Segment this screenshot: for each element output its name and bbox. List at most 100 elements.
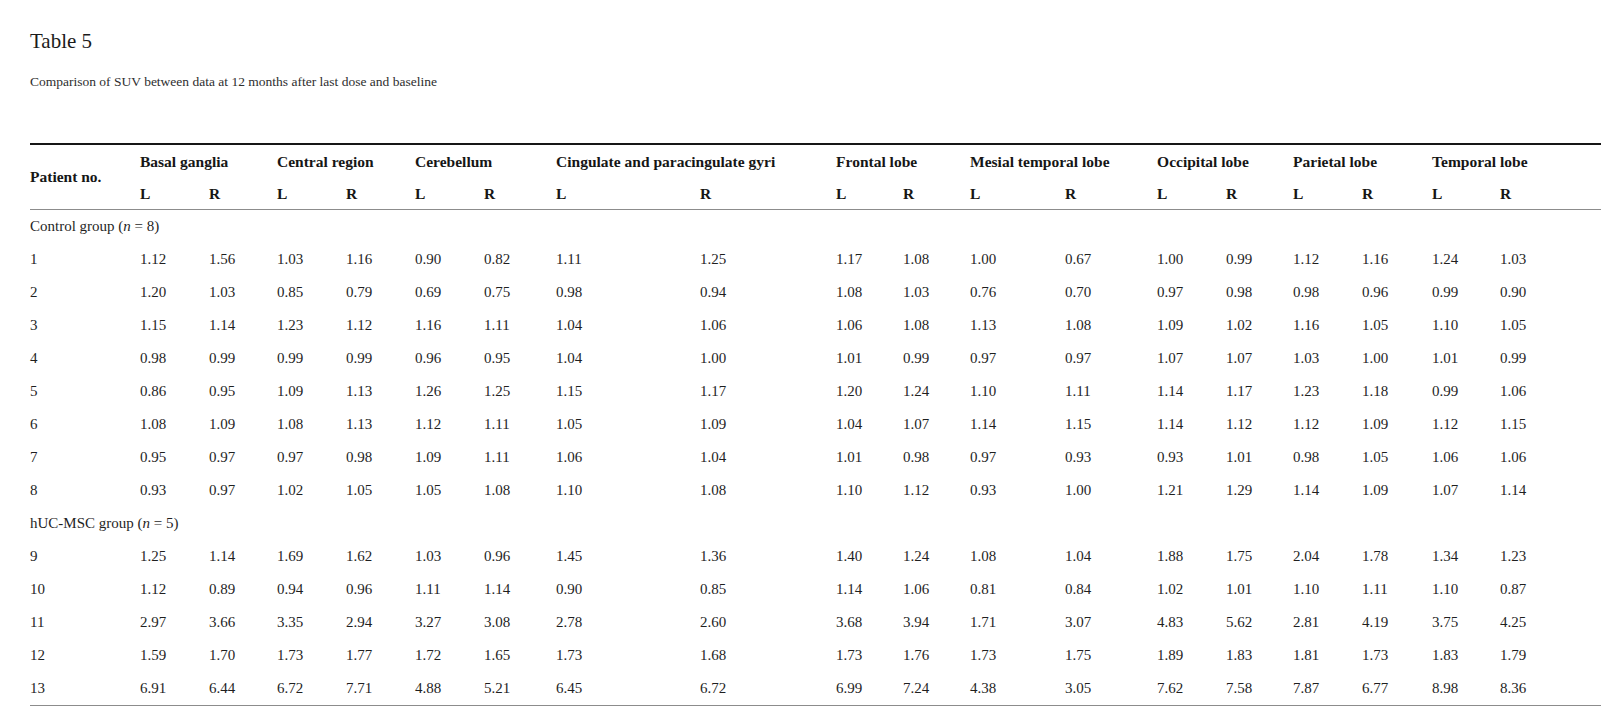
header-row-regions: Patient no. Basal ganglia Central region… — [30, 144, 1601, 178]
suv-value: 1.11 — [415, 573, 484, 606]
table-row: 80.930.971.021.051.051.081.101.081.101.1… — [30, 474, 1601, 507]
patient-number: 1 — [30, 243, 140, 276]
patient-number: 10 — [30, 573, 140, 606]
suv-value: 1.10 — [1293, 573, 1362, 606]
suv-value: 1.05 — [1500, 309, 1601, 342]
column-header-parietal-lobe: Parietal lobe — [1293, 144, 1432, 178]
suv-value: 1.78 — [1362, 540, 1432, 573]
suv-value: 1.81 — [1293, 639, 1362, 672]
suv-value: 0.85 — [277, 276, 346, 309]
subheader-r: R — [346, 178, 415, 210]
patient-number: 13 — [30, 672, 140, 706]
suv-value: 1.13 — [346, 408, 415, 441]
patient-number: 8 — [30, 474, 140, 507]
suv-value: 1.09 — [700, 408, 836, 441]
suv-value: 1.11 — [556, 243, 700, 276]
suv-value: 1.15 — [556, 375, 700, 408]
suv-value: 0.96 — [484, 540, 556, 573]
suv-value: 1.03 — [1500, 243, 1601, 276]
suv-value: 0.93 — [1157, 441, 1226, 474]
suv-value: 1.73 — [556, 639, 700, 672]
suv-value: 6.72 — [700, 672, 836, 706]
suv-value: 1.14 — [836, 573, 903, 606]
suv-value: 1.25 — [700, 243, 836, 276]
suv-value: 0.99 — [209, 342, 277, 375]
suv-value: 1.02 — [1226, 309, 1293, 342]
suv-value: 1.10 — [836, 474, 903, 507]
suv-value: 1.12 — [140, 573, 209, 606]
suv-value: 3.05 — [1065, 672, 1157, 706]
suv-value: 1.14 — [1157, 408, 1226, 441]
suv-value: 1.09 — [277, 375, 346, 408]
suv-value: 0.90 — [415, 243, 484, 276]
suv-value: 7.87 — [1293, 672, 1362, 706]
suv-value: 1.83 — [1432, 639, 1500, 672]
group-header-row: Control group (n = 8) — [30, 210, 1601, 244]
suv-value: 0.84 — [1065, 573, 1157, 606]
suv-value: 1.07 — [1226, 342, 1293, 375]
table-row: 112.973.663.352.943.273.082.782.603.683.… — [30, 606, 1601, 639]
suv-value: 0.97 — [209, 441, 277, 474]
suv-value: 1.06 — [1500, 441, 1601, 474]
suv-value: 1.04 — [700, 441, 836, 474]
suv-value: 3.66 — [209, 606, 277, 639]
suv-value: 0.76 — [970, 276, 1065, 309]
suv-value: 0.98 — [556, 276, 700, 309]
suv-value: 0.89 — [209, 573, 277, 606]
patient-number: 3 — [30, 309, 140, 342]
subheader-l: L — [836, 178, 903, 210]
suv-value: 1.15 — [1500, 408, 1601, 441]
suv-value: 1.25 — [140, 540, 209, 573]
suv-value: 0.97 — [1065, 342, 1157, 375]
suv-value: 1.10 — [1432, 309, 1500, 342]
patient-number: 6 — [30, 408, 140, 441]
table-row: 101.120.890.940.961.111.140.900.851.141.… — [30, 573, 1601, 606]
suv-value: 1.69 — [277, 540, 346, 573]
suv-value: 1.04 — [836, 408, 903, 441]
suv-value: 1.01 — [1432, 342, 1500, 375]
suv-value: 0.86 — [140, 375, 209, 408]
suv-value: 1.12 — [415, 408, 484, 441]
subheader-r: R — [1362, 178, 1432, 210]
suv-value: 1.20 — [836, 375, 903, 408]
table-row: 61.081.091.081.131.121.111.051.091.041.0… — [30, 408, 1601, 441]
suv-value: 0.93 — [970, 474, 1065, 507]
suv-value: 1.06 — [556, 441, 700, 474]
suv-value: 1.09 — [1362, 408, 1432, 441]
suv-value: 1.23 — [277, 309, 346, 342]
suv-value: 0.90 — [1500, 276, 1601, 309]
suv-value: 1.15 — [140, 309, 209, 342]
page-title: Table 5 — [30, 29, 1601, 54]
suv-value: 0.95 — [209, 375, 277, 408]
suv-value: 1.05 — [1362, 309, 1432, 342]
suv-value: 1.29 — [1226, 474, 1293, 507]
suv-value: 1.83 — [1226, 639, 1293, 672]
suv-value: 0.85 — [700, 573, 836, 606]
column-header-central-region: Central region — [277, 144, 415, 178]
suv-value: 1.08 — [836, 276, 903, 309]
subheader-r: R — [1500, 178, 1601, 210]
suv-value: 1.24 — [903, 540, 970, 573]
table-row: 121.591.701.731.771.721.651.731.681.731.… — [30, 639, 1601, 672]
suv-value: 6.44 — [209, 672, 277, 706]
suv-value: 1.12 — [1293, 243, 1362, 276]
suv-value: 1.08 — [970, 540, 1065, 573]
suv-value: 0.75 — [484, 276, 556, 309]
suv-comparison-table: Patient no. Basal ganglia Central region… — [30, 143, 1601, 706]
group-header-row: hUC-MSC group (n = 5) — [30, 507, 1601, 540]
suv-value: 1.73 — [836, 639, 903, 672]
table-row: 70.950.970.970.981.091.111.061.041.010.9… — [30, 441, 1601, 474]
suv-value: 1.05 — [556, 408, 700, 441]
table-body: Control group (n = 8)11.121.561.031.160.… — [30, 210, 1601, 706]
subheader-l: L — [1157, 178, 1226, 210]
suv-value: 0.97 — [1157, 276, 1226, 309]
suv-value: 0.99 — [1432, 375, 1500, 408]
suv-value: 1.24 — [903, 375, 970, 408]
suv-value: 0.69 — [415, 276, 484, 309]
suv-value: 1.17 — [700, 375, 836, 408]
subheader-l: L — [415, 178, 484, 210]
suv-value: 1.00 — [1157, 243, 1226, 276]
suv-value: 0.90 — [556, 573, 700, 606]
suv-value: 1.02 — [1157, 573, 1226, 606]
suv-value: 1.08 — [1065, 309, 1157, 342]
